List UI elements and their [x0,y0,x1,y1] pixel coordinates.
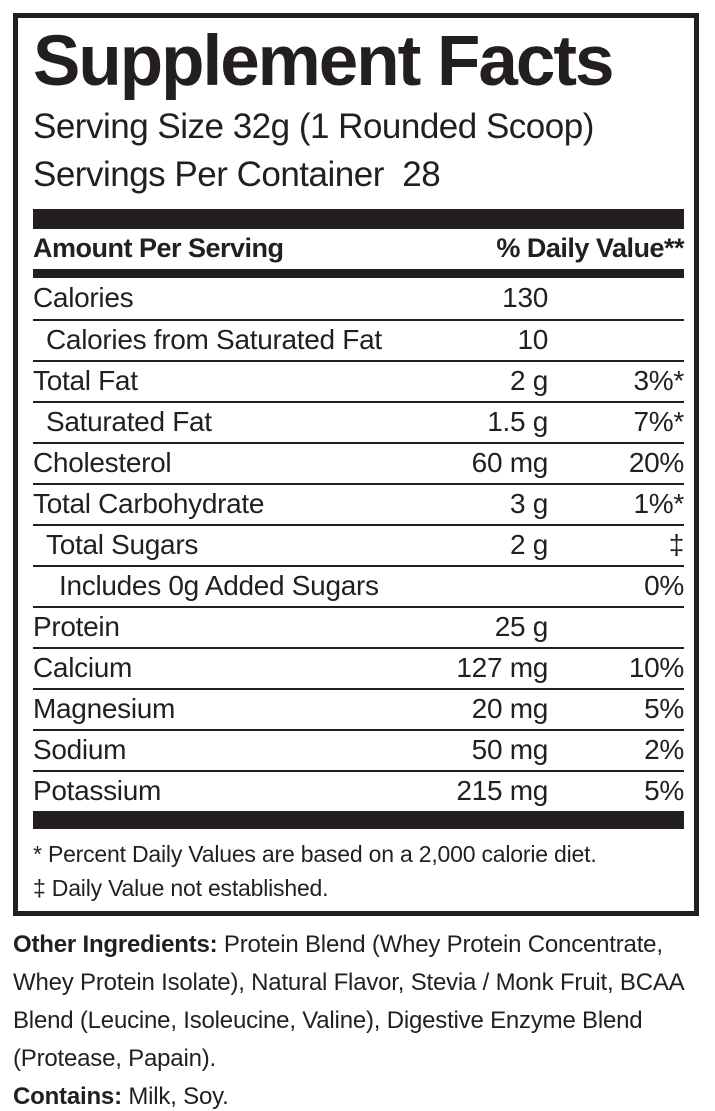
nutrient-name: Protein [33,611,120,643]
column-header-row: Amount Per Serving % Daily Value** [33,229,684,269]
nutrient-amount: 60 mg [471,447,549,479]
daily-value-header: % Daily Value** [496,233,684,264]
nutrient-name: Magnesium [33,693,176,725]
footnote-dv-not-established: ‡ Daily Value not established. [33,874,329,901]
serving-info: Serving Size 32g (1 Rounded Scoop) Servi… [33,103,684,199]
nutrient-row: Total Carbohydrate 3 g 1%* [33,482,685,524]
nutrient-amount: 3 g [509,488,548,520]
other-ingredients-label: Other Ingredients: [13,931,218,958]
nutrient-amount: 127 mg [456,652,548,684]
servings-per-container: Servings Per Container 28 [33,154,441,194]
nutrient-row: Sodium 50 mg 2% [33,728,684,770]
serving-size: Serving Size 32g (1 Rounded Scoop) [33,106,594,146]
nutrient-amount: 10 [517,324,548,356]
nutrient-name: Sodium [33,734,127,766]
nutrient-row: Calcium 127 mg 10% [33,646,684,688]
nutrient-dv: ‡ [668,529,685,561]
nutrient-row: Saturated Fat 1.5 g 7%* [33,400,685,442]
contains-label: Contains: [13,1083,122,1110]
nutrient-amount: 130 [502,282,548,314]
nutrient-row: Calories 130 [33,278,684,319]
nutrient-amount: 2 g [509,365,548,397]
divider-thick-top [33,208,684,229]
other-ingredients-paragraph: Other Ingredients: Protein Blend (Whey P… [13,926,702,1078]
ingredients-section: Other Ingredients: Protein Blend (Whey P… [13,926,702,1111]
nutrient-name: Includes 0g Added Sugars [59,570,379,602]
nutrient-dv: 5% [644,775,684,807]
nutrient-row: Calories from Saturated Fat 10 [33,318,684,360]
footnote-daily-values: * Percent Daily Values are based on a 2,… [33,840,597,867]
contains-line: Contains: Milk, Soy. [13,1078,702,1111]
nutrient-dv: 3%* [633,365,685,397]
divider-medium [33,268,684,278]
nutrient-dv: 5% [644,693,684,725]
nutrient-dv: 7%* [633,406,685,438]
supplement-facts-panel: Supplement Facts Serving Size 32g (1 Rou… [13,13,699,916]
nutrient-row: Total Sugars 2 g ‡ [33,523,685,565]
nutrient-amount: 50 mg [471,734,549,766]
nutrient-row: Protein 25 g [33,605,684,647]
nutrient-amount: 215 mg [456,775,548,807]
nutrient-name: Calories from Saturated Fat [46,324,382,356]
panel-title: Supplement Facts [33,22,615,101]
nutrient-amount: 1.5 g [487,406,548,438]
nutrient-name: Cholesterol [33,447,172,479]
nutrient-row: Potassium 215 mg 5% [33,769,684,811]
nutrient-amount: 2 g [509,529,548,561]
other-ingredients-text: Protein Blend (Whey Protein Concentrate,… [13,931,684,1072]
nutrient-amount: 20 mg [471,693,549,725]
footnotes: * Percent Daily Values are based on a 2,… [33,829,684,905]
nutrient-name: Calcium [33,652,133,684]
nutrient-name: Calories [33,282,134,314]
nutrient-rows: Calories 130 Calories from Saturated Fat… [33,278,684,811]
contains-text: Milk, Soy. [121,1083,229,1110]
nutrient-dv: 0% [644,570,684,602]
nutrient-dv: 2% [644,734,684,766]
nutrient-dv: 1%* [633,488,685,520]
nutrient-name: Total Sugars [46,529,199,561]
nutrient-amount: 25 g [494,611,549,643]
nutrient-name: Total Fat [33,365,138,397]
amount-per-serving-header: Amount Per Serving [33,233,284,264]
nutrient-dv: 10% [628,652,684,684]
nutrient-row: Total Fat 2 g 3%* [33,359,685,401]
nutrient-dv: 20% [628,447,684,479]
nutrient-name: Saturated Fat [46,406,212,438]
nutrient-row: Magnesium 20 mg 5% [33,687,684,729]
nutrient-name: Potassium [33,775,162,807]
nutrient-name: Total Carbohydrate [33,488,265,520]
nutrient-row: Cholesterol 60 mg 20% [33,441,684,483]
nutrient-row: Includes 0g Added Sugars 0% [33,564,684,606]
divider-thick-bottom [33,810,684,829]
